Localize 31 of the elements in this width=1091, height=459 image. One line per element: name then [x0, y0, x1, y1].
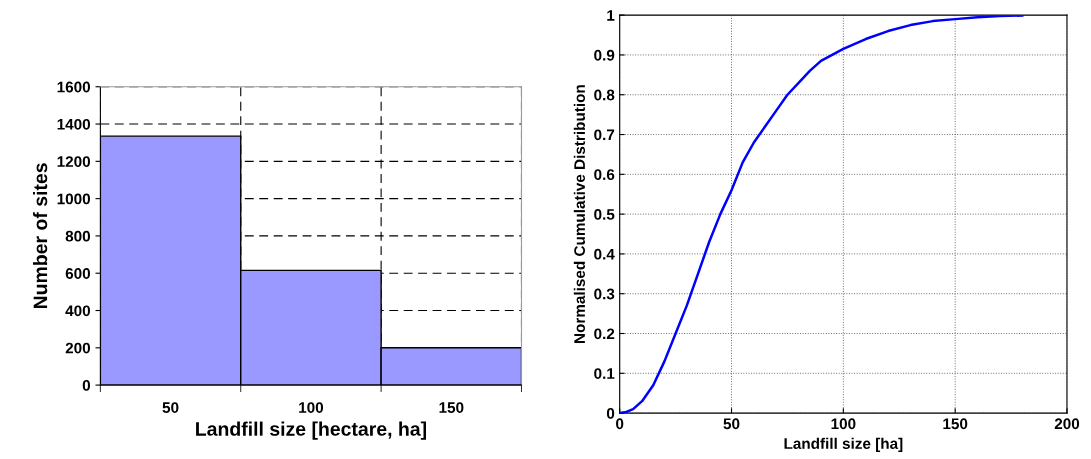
y-tick-label: 0.2 [594, 328, 615, 340]
y-tick-label: 1 [607, 10, 615, 21]
y-tick-label: 0.8 [594, 89, 615, 101]
y-tick-label: 1600 [57, 81, 91, 93]
y-tick-label: 0.3 [594, 288, 615, 300]
x-tick-label: 150 [439, 402, 464, 413]
y-tick-label: 1000 [57, 193, 91, 205]
y-tick-label: 600 [65, 268, 91, 279]
y-tick-label: 0.7 [594, 129, 615, 141]
y-tick-label: 1200 [57, 156, 91, 168]
x-tick-label: 150 [943, 418, 968, 430]
y-tick-label: 0.1 [594, 368, 615, 379]
x-tick-label: 50 [162, 402, 179, 413]
x-axis-title: Landfill size [ha] [784, 437, 903, 452]
x-tick-label: 100 [831, 418, 856, 430]
y-tick-label: 0 [82, 379, 91, 391]
x-tick-label: 100 [299, 402, 324, 413]
x-tick-label: 50 [723, 418, 740, 430]
y-tick-label: 400 [65, 305, 91, 317]
y-tick-label: 0.5 [594, 208, 615, 220]
y-tick-label: 800 [65, 230, 91, 242]
y-tick-label: 1400 [57, 118, 91, 130]
x-axis-title: Landfill size [hectare, ha] [196, 421, 427, 440]
x-tick-label: 200 [1054, 418, 1080, 430]
y-tick-label: 0.6 [594, 169, 615, 181]
y-axis-title: Normalised Cumulative Distribution [573, 85, 586, 343]
y-tick-label: 0.9 [594, 49, 615, 61]
y-axis-title: Number of sites [32, 163, 48, 309]
y-tick-label: 0.4 [594, 248, 615, 260]
y-tick-label: 200 [65, 342, 91, 354]
x-tick-label: 0 [616, 418, 624, 430]
